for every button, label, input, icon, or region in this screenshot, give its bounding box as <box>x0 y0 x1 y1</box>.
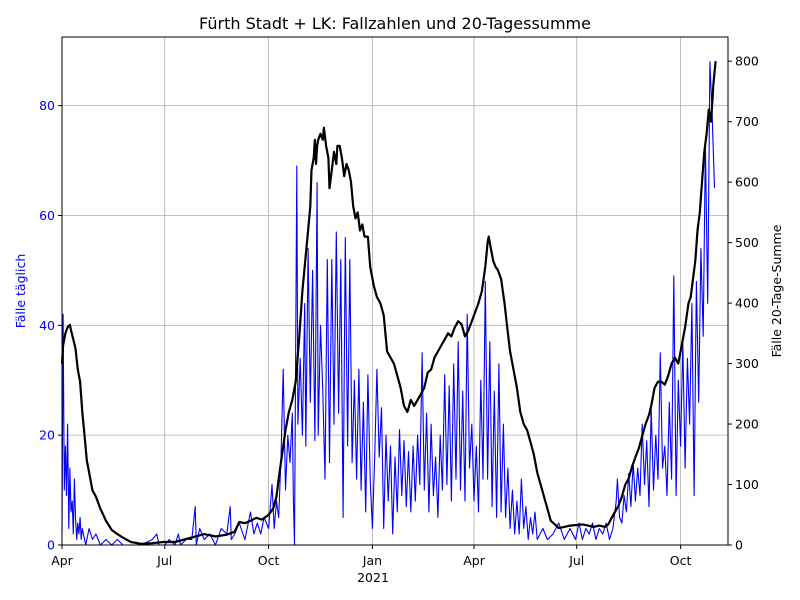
twenty-day-sum-line <box>60 61 717 545</box>
right-y-tick-label: 200 <box>735 417 759 432</box>
left-y-axis-label: Fälle täglich <box>13 254 28 329</box>
left-y-tick-label: 20 <box>39 428 55 443</box>
right-y-axis-label: Fälle 20-Tage-Summe <box>769 224 784 357</box>
x-tick-label: Apr <box>463 553 485 568</box>
right-y-tick-label: 100 <box>735 477 759 492</box>
right-y-tick-label: 600 <box>735 175 759 190</box>
right-y-tick-label: 0 <box>735 538 743 553</box>
daily-cases-line <box>61 61 716 546</box>
daily-cases-series <box>61 61 716 546</box>
left-y-tick-label: 0 <box>47 538 55 553</box>
left-y-axis: 0 20 40 60 80 <box>39 98 62 553</box>
chart-title: Fürth Stadt + LK: Fallzahlen und 20-Tage… <box>199 14 591 33</box>
right-y-tick-label: 500 <box>735 235 759 250</box>
x-tick-label: Jul <box>568 553 584 568</box>
plot-frame <box>61 36 729 546</box>
x-tick-label: Jul <box>156 553 172 568</box>
left-y-tick-label: 80 <box>39 98 55 113</box>
left-y-tick-label: 40 <box>39 318 55 333</box>
twenty-day-sum-series <box>60 61 717 545</box>
right-y-tick-label: 800 <box>735 54 759 69</box>
right-y-tick-label: 400 <box>735 296 759 311</box>
x-tick-label: Apr <box>51 553 73 568</box>
left-y-tick-label: 60 <box>39 208 55 223</box>
right-y-tick-label: 700 <box>735 114 759 129</box>
x-year-label: 2021 <box>357 570 389 585</box>
grid <box>61 37 728 546</box>
right-y-axis: 0 100 200 300 400 500 600 700 800 <box>728 54 759 553</box>
x-tick-label: Oct <box>258 553 280 568</box>
x-axis: Apr Jul Oct Jan Apr Jul Oct <box>51 545 691 568</box>
x-tick-label: Oct <box>670 553 692 568</box>
right-y-tick-label: 300 <box>735 356 759 371</box>
x-tick-label: Jan <box>362 553 382 568</box>
